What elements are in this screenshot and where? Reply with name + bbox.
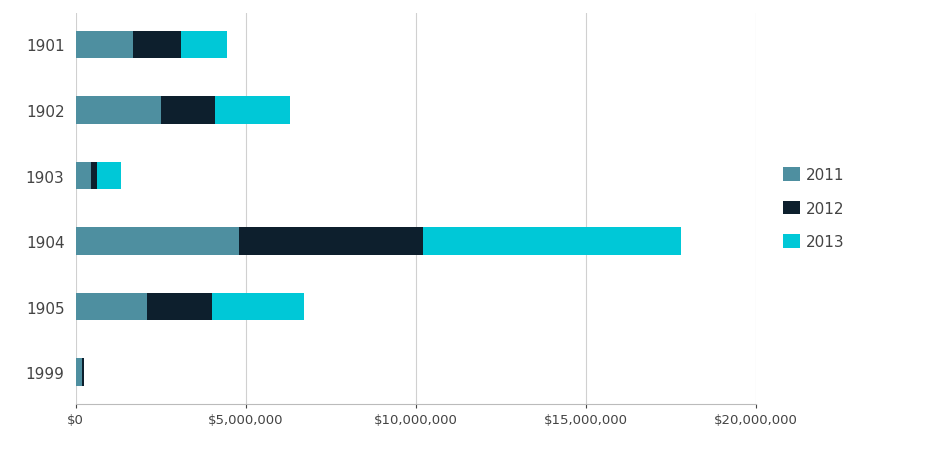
- Legend: 2011, 2012, 2013: 2011, 2012, 2013: [776, 162, 851, 256]
- Bar: [147, 293, 211, 321]
- Bar: [76, 228, 239, 255]
- Bar: [81, 358, 84, 386]
- Bar: [76, 32, 133, 59]
- Bar: [160, 97, 215, 124]
- Bar: [215, 97, 290, 124]
- Bar: [422, 228, 681, 255]
- Bar: [76, 293, 147, 321]
- Bar: [76, 358, 81, 386]
- Bar: [91, 162, 97, 190]
- Bar: [76, 162, 91, 190]
- Bar: [181, 32, 227, 59]
- Bar: [133, 32, 181, 59]
- Bar: [239, 228, 422, 255]
- Bar: [97, 162, 121, 190]
- Bar: [211, 293, 303, 321]
- Bar: [76, 97, 160, 124]
